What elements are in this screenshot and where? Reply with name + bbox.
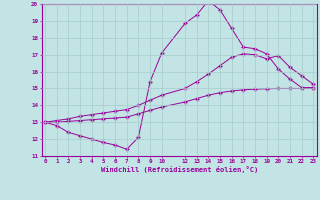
X-axis label: Windchill (Refroidissement éolien,°C): Windchill (Refroidissement éolien,°C) bbox=[100, 166, 258, 173]
